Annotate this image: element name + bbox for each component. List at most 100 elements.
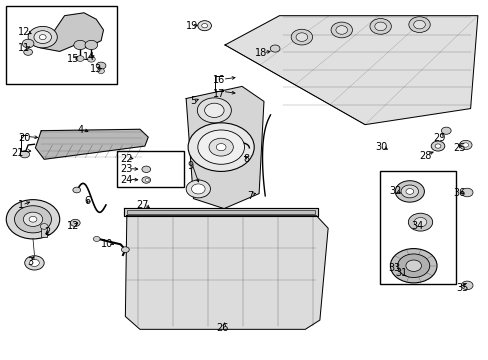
Text: 10: 10 [101, 239, 113, 249]
Circle shape [430, 141, 444, 151]
Text: 16: 16 [213, 75, 225, 85]
Circle shape [389, 249, 436, 283]
Text: 19: 19 [186, 21, 198, 31]
Text: 20: 20 [19, 133, 31, 143]
Circle shape [28, 26, 57, 48]
Text: 22: 22 [121, 154, 133, 163]
Circle shape [441, 127, 450, 134]
Circle shape [458, 140, 471, 150]
Text: 18: 18 [255, 48, 267, 58]
Bar [126, 210, 315, 214]
Circle shape [330, 22, 352, 38]
Text: 3: 3 [27, 257, 34, 267]
Text: 9: 9 [186, 161, 193, 171]
Circle shape [374, 22, 386, 31]
Circle shape [23, 212, 42, 226]
Text: 29: 29 [432, 133, 444, 143]
Text: 23: 23 [121, 164, 133, 174]
Circle shape [434, 144, 440, 148]
Circle shape [29, 216, 37, 222]
Circle shape [191, 184, 204, 194]
Text: 21: 21 [11, 148, 23, 158]
Circle shape [369, 18, 390, 34]
Circle shape [270, 45, 280, 52]
Bar [41, 228, 47, 237]
Text: 2: 2 [44, 227, 51, 237]
Text: 30: 30 [375, 142, 387, 152]
Circle shape [142, 166, 150, 172]
Circle shape [290, 29, 312, 45]
Circle shape [405, 189, 413, 194]
Text: 14: 14 [82, 52, 95, 62]
Circle shape [76, 56, 84, 62]
Polygon shape [224, 16, 477, 125]
Circle shape [15, 206, 51, 233]
Circle shape [407, 213, 432, 231]
Text: 32: 32 [388, 186, 401, 197]
Text: 7: 7 [247, 191, 253, 201]
Circle shape [20, 151, 30, 158]
Text: 24: 24 [121, 175, 133, 185]
Circle shape [74, 40, 86, 50]
Circle shape [216, 144, 225, 151]
Circle shape [198, 21, 211, 31]
Polygon shape [30, 13, 103, 51]
Circle shape [186, 180, 210, 198]
Text: 8: 8 [243, 154, 248, 163]
Text: 28: 28 [419, 151, 431, 161]
Bar [6, 6, 117, 84]
Polygon shape [125, 216, 327, 329]
Circle shape [121, 247, 129, 252]
Circle shape [198, 130, 244, 164]
Polygon shape [123, 208, 318, 216]
Bar [379, 171, 456, 284]
Circle shape [40, 224, 48, 229]
Circle shape [208, 138, 233, 156]
Circle shape [397, 254, 429, 278]
Circle shape [73, 187, 81, 193]
Text: 12: 12 [18, 27, 30, 37]
Circle shape [405, 260, 421, 271]
Circle shape [413, 217, 426, 227]
Circle shape [25, 256, 44, 270]
Circle shape [70, 219, 80, 226]
Text: 34: 34 [410, 221, 423, 231]
Circle shape [204, 103, 224, 117]
Text: 15: 15 [67, 54, 80, 64]
Circle shape [462, 143, 468, 147]
Circle shape [201, 23, 207, 28]
Circle shape [413, 20, 425, 29]
Circle shape [408, 17, 429, 32]
Circle shape [400, 185, 418, 198]
Text: 1: 1 [18, 200, 24, 210]
Text: 26: 26 [216, 323, 228, 333]
Text: 33: 33 [387, 262, 400, 273]
Text: 36: 36 [452, 188, 465, 198]
Circle shape [460, 281, 472, 290]
Circle shape [394, 181, 424, 202]
Circle shape [460, 188, 472, 197]
Text: 4: 4 [77, 125, 83, 135]
Text: 6: 6 [85, 197, 91, 206]
Text: 35: 35 [455, 283, 468, 293]
Circle shape [93, 237, 100, 242]
Circle shape [197, 98, 231, 123]
Text: 12: 12 [67, 221, 80, 231]
Circle shape [85, 40, 98, 50]
Circle shape [142, 177, 150, 183]
Text: 11: 11 [18, 43, 30, 53]
Text: 27: 27 [136, 200, 148, 210]
Text: 25: 25 [452, 143, 465, 153]
Text: 17: 17 [213, 89, 225, 99]
Circle shape [295, 33, 307, 41]
Circle shape [39, 35, 46, 40]
Polygon shape [35, 129, 148, 159]
Circle shape [335, 26, 347, 34]
Circle shape [98, 68, 104, 73]
Text: 31: 31 [394, 268, 407, 278]
Circle shape [24, 49, 32, 55]
Text: 5: 5 [190, 96, 196, 107]
Circle shape [87, 57, 95, 62]
Text: 13: 13 [90, 64, 102, 74]
Circle shape [188, 123, 254, 171]
